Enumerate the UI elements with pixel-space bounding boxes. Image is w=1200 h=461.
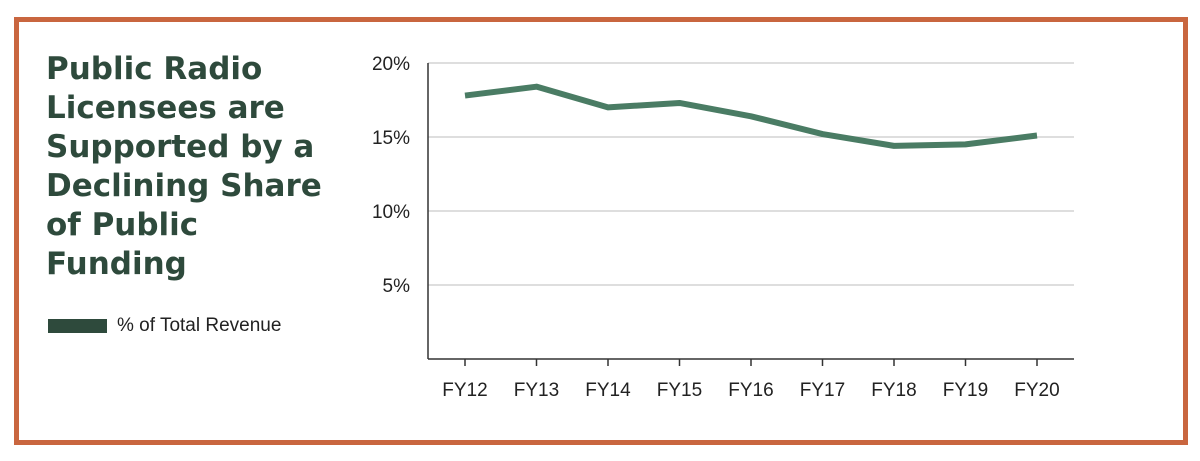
legend-swatch	[48, 319, 107, 333]
legend-label: % of Total Revenue	[117, 315, 282, 336]
chart-title: Public Radio Licensees are Supported by …	[46, 51, 322, 282]
series-line-0	[464, 83, 1038, 149]
x-tick-label: FY16	[728, 380, 773, 401]
x-tick-label: FY14	[585, 380, 631, 401]
x-tick-labels: FY12 FY13 FY14 FY15 FY16 FY17 FY18 FY19 FY20	[442, 380, 1059, 401]
y-tick-labels: 5% 10% 15% 20%	[372, 54, 410, 297]
y-tick-label: 5%	[383, 276, 411, 297]
x-tick-label: FY17	[800, 380, 845, 401]
y-tick-label: 20%	[372, 54, 410, 75]
gridlines	[428, 62, 1074, 286]
x-tick-label: FY15	[657, 380, 702, 401]
y-tick-label: 10%	[372, 202, 410, 223]
x-tick-label: FY20	[1014, 380, 1059, 401]
y-tick-label: 15%	[372, 128, 410, 149]
x-tick-label: FY13	[514, 380, 559, 401]
x-tick-label: FY12	[442, 380, 487, 401]
x-tick-label: FY18	[871, 380, 916, 401]
x-tick-label: FY19	[943, 380, 988, 401]
chart-frame	[14, 17, 1188, 445]
legend: % of Total Revenue	[48, 315, 281, 337]
series-layer	[464, 83, 1038, 149]
axes	[427, 63, 1074, 366]
